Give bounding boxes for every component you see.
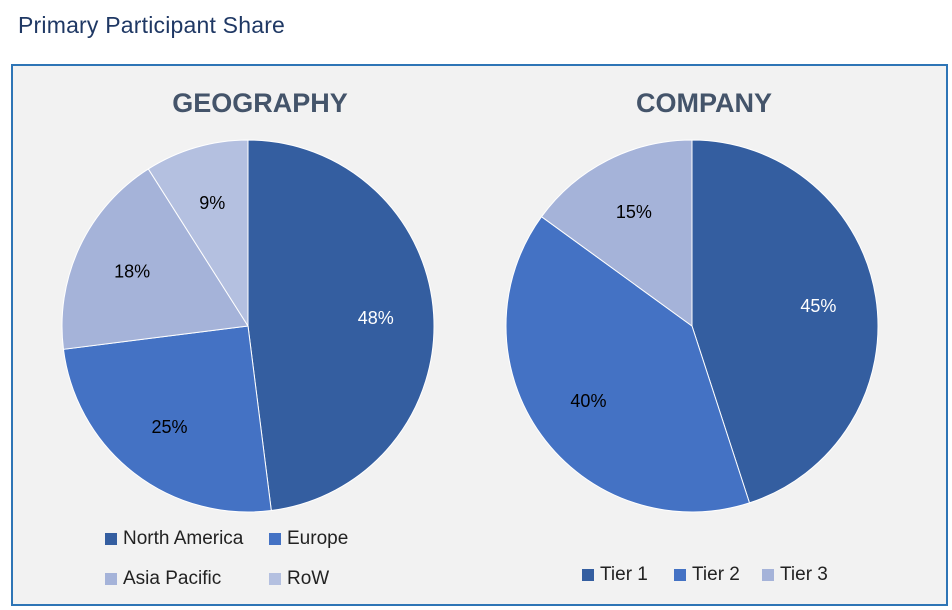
geography-legend-item-europe: Europe [269,528,348,550]
geography-legend-swatch-row [269,573,281,585]
chart-frame: GEOGRAPHY COMPANY 48% 25% 18% 9% 45% 40% 15% … [11,64,948,606]
geography-slice-row [147,139,249,328]
geography-legend-label-asia-pacific: Asia Pacific [123,568,222,589]
company-chart-title: COMPANY [635,88,772,118]
company-label-tier-3: 15% [616,202,652,222]
company-pie-chart: 45% 40% 15% [505,139,879,513]
company-slice-tier-3 [540,139,693,327]
company-slice-tier-1 [691,139,879,504]
geography-chart-title: GEOGRAPHY [172,88,348,118]
company-legend-label-tier-3: Tier 3 [780,564,828,585]
company-legend-swatch-tier-2 [674,569,686,581]
geography-label-asia-pacific: 18% [114,262,150,282]
company-label-tier-1: 45% [800,296,836,316]
geography-slice-europe [62,325,272,513]
geography-label-row: 9% [199,193,225,213]
geography-legend-swatch-europe [269,533,281,545]
company-legend-swatch-tier-3 [762,569,774,581]
geography-slice-north-america [247,139,435,512]
geography-slice-asia-pacific [61,168,249,350]
geography-legend-swatch-north-america [105,533,117,545]
page-title: Primary Participant Share [18,12,286,38]
geography-label-europe: 25% [152,417,188,437]
company-legend-label-tier-1: Tier 1 [600,564,648,585]
geography-legend-label-north-america: North America [123,528,244,549]
company-label-tier-2: 40% [570,391,606,411]
company-legend-item-tier-2: Tier 2 [674,564,740,586]
geography-legend-swatch-asia-pacific [105,573,117,585]
company-legend-label-tier-2: Tier 2 [692,564,740,585]
company-legend-item-tier-3: Tier 3 [762,564,828,586]
geography-legend-item-row: RoW [269,568,329,590]
geography-label-north-america: 48% [358,308,394,328]
company-legend-item-tier-1: Tier 1 [582,564,648,586]
company-slice-tier-2 [505,215,751,513]
geography-pie-chart: 48% 25% 18% 9% [61,139,435,513]
geography-legend-label-europe: Europe [287,528,349,549]
geography-legend-label-row: RoW [287,568,330,589]
company-legend-swatch-tier-1 [582,569,594,581]
geography-legend-item-asia-pacific: Asia Pacific [105,568,221,590]
geography-legend-item-north-america: North America [105,528,243,550]
